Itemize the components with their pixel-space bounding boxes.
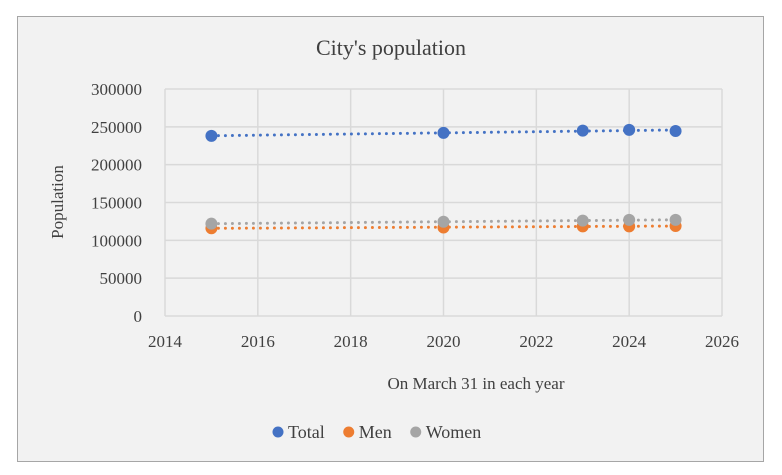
data-point-total	[437, 126, 450, 139]
y-tick-label: 150000	[91, 194, 142, 213]
x-tick-label: 2020	[427, 332, 461, 351]
y-tick-label: 100000	[91, 231, 142, 250]
x-tick-label: 2024	[612, 332, 647, 351]
y-tick-label: 50000	[100, 269, 143, 288]
data-point-total	[669, 124, 682, 137]
data-point-women	[623, 213, 636, 226]
x-tick-label: 2026	[705, 332, 739, 351]
y-tick-label: 300000	[91, 80, 142, 99]
y-axis-label: Population	[48, 165, 67, 239]
data-point-women	[669, 213, 682, 226]
legend-marker-total	[272, 426, 284, 438]
data-point-women	[576, 214, 589, 227]
y-tick-label: 250000	[91, 118, 142, 137]
legend-label-women: Women	[426, 422, 482, 442]
y-tick-label: 200000	[91, 156, 142, 175]
data-point-total	[205, 129, 218, 142]
x-tick-label: 2022	[519, 332, 553, 351]
x-axis-label: On March 31 in each year	[387, 374, 564, 393]
legend-marker-men	[343, 426, 355, 438]
x-tick-label: 2014	[148, 332, 183, 351]
data-point-total	[576, 124, 589, 137]
x-tick-label: 2018	[334, 332, 368, 351]
legend-label-total: Total	[288, 422, 325, 442]
chart-title: City's population	[316, 35, 466, 60]
data-point-women	[437, 215, 450, 228]
chart-area	[17, 16, 764, 462]
data-point-total	[623, 123, 636, 136]
x-tick-label: 2016	[241, 332, 275, 351]
legend-label-men: Men	[359, 422, 392, 442]
y-tick-label: 0	[134, 307, 143, 326]
data-point-women	[205, 217, 218, 230]
legend-marker-women	[410, 426, 422, 438]
